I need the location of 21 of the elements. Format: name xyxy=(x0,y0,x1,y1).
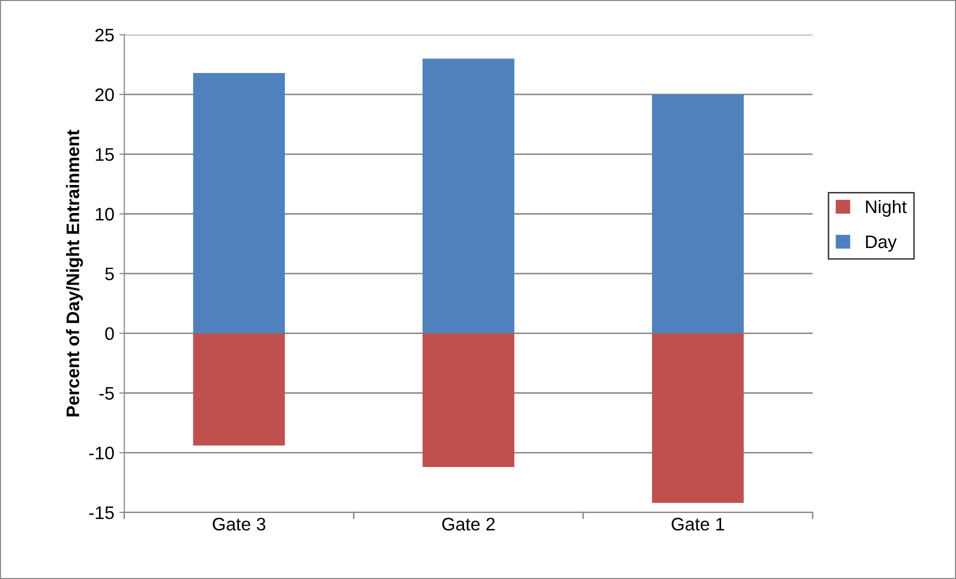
legend-label: Day xyxy=(866,236,897,252)
bar xyxy=(422,333,514,468)
y-tick-label: 0 xyxy=(105,327,114,340)
x-tick-label: Gate 2 xyxy=(442,518,495,531)
bar xyxy=(193,72,285,334)
y-tick-label: 15 xyxy=(96,148,114,161)
bar xyxy=(652,333,744,503)
y-tick-label: 10 xyxy=(96,208,114,221)
x-tick-label: Gate 3 xyxy=(212,518,266,531)
y-tick-label: 25 xyxy=(95,28,114,42)
bar xyxy=(193,333,285,446)
y-tick-label: -10 xyxy=(89,446,114,460)
bar xyxy=(422,58,514,334)
y-tick-label: -5 xyxy=(99,387,114,400)
bar xyxy=(652,94,744,334)
y-axis-title: Percent of Day/Night Entrainment xyxy=(66,130,83,416)
y-tick-label: -15 xyxy=(89,506,114,520)
x-tick-label: Gate 1 xyxy=(672,518,724,531)
y-tick-label: 20 xyxy=(95,88,114,102)
legend-label: Night xyxy=(866,200,907,217)
y-tick-label: 5 xyxy=(105,268,114,280)
